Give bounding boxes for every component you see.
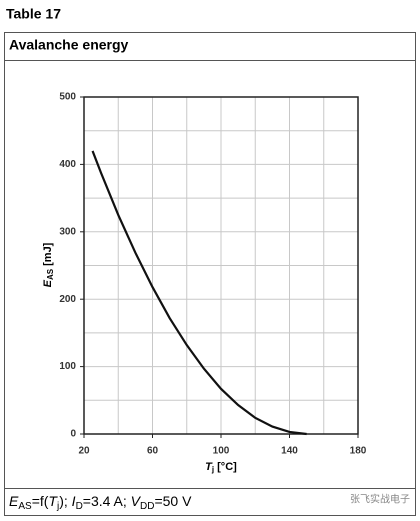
y-tick-label: 200 — [59, 294, 76, 305]
x-tick-label: 20 — [78, 446, 90, 457]
x-label-sub: j — [211, 465, 214, 474]
caption-part: T — [48, 493, 58, 509]
caption-part: E — [9, 493, 19, 509]
caption-part: j — [56, 501, 59, 512]
x-tick-label: 60 — [147, 446, 159, 457]
y-tick-label: 500 — [59, 92, 76, 103]
caption-part: ); — [59, 493, 71, 509]
x-label-unit: [°C] — [217, 461, 237, 473]
caption-part: V — [131, 493, 142, 509]
caption-part: DD — [140, 501, 154, 512]
y-label-sub: AS — [46, 268, 55, 280]
table-header: Avalanche energy — [9, 37, 129, 53]
curve — [91, 150, 307, 436]
y-tick-label: 0 — [70, 429, 76, 440]
caption-part: =50 V — [154, 493, 192, 509]
x-label-symbol: T — [205, 461, 213, 473]
footer-caption: EAS=f(Tj); ID=3.4 A; VDD=50 V — [9, 493, 192, 512]
caption-part: AS — [18, 501, 32, 512]
watermark: 张飞实战电子 — [350, 493, 410, 506]
y-label-unit: [mJ] — [42, 242, 54, 266]
caption-part: I — [72, 493, 76, 509]
caption-part: =3.4 A; — [83, 493, 131, 509]
x-tick-label: 140 — [281, 446, 298, 457]
x-axis-label: Tj [°C] — [205, 461, 237, 474]
caption-part: D — [76, 501, 83, 512]
y-label-symbol: E — [42, 279, 54, 287]
table-label: Table 17 — [6, 6, 61, 22]
x-tick-label: 100 — [213, 446, 230, 457]
y-axis-label: EAS [mJ] — [42, 242, 55, 287]
y-tick-label: 300 — [59, 226, 76, 237]
y-tick-label: 400 — [59, 159, 76, 170]
y-tick-label: 100 — [59, 361, 76, 372]
caption-part: =f( — [32, 493, 49, 509]
x-tick-label: 180 — [350, 446, 367, 457]
